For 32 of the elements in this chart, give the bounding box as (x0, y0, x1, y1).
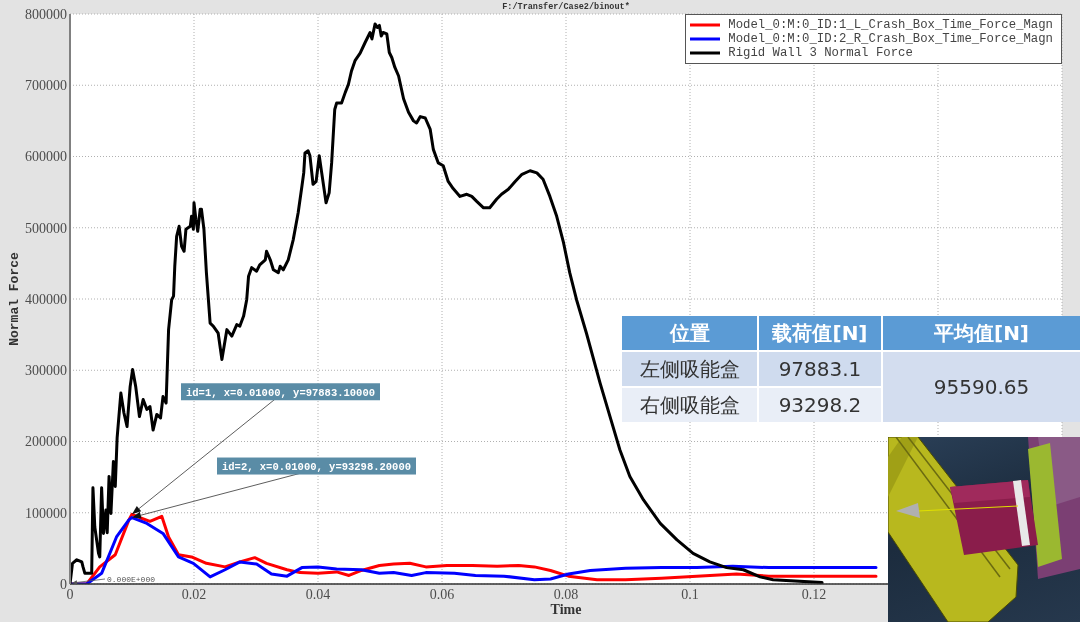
x-tick-label: 0.08 (553, 586, 579, 602)
y-tick-label: 600000 (25, 149, 67, 165)
y-tick-label: 200000 (25, 434, 67, 450)
annotation: 载荷值[N] (759, 316, 881, 350)
y-tick-label: 800000 (25, 6, 67, 22)
chart-title: F:/Transfer/Case2/binout* (501, 2, 631, 12)
annotation: id=1, x=0.01000, y=97883.10000 (185, 386, 376, 399)
annotation: 平均值[N] (883, 316, 1080, 350)
x-tick-label: 0.02 (181, 586, 207, 602)
annotation: 97883.1 (759, 352, 881, 386)
x-axis-title: Time (550, 602, 582, 617)
legend-label: Model_0:M:0_ID:2_R_Crash_Box_Time_Force_Magn (728, 32, 1053, 46)
y-tick-label: 700000 (25, 78, 67, 94)
y-tick-label: 500000 (25, 220, 67, 236)
y-tick-label: 0 (60, 576, 67, 592)
x-tick-label: 0.06 (429, 586, 455, 602)
y-tick-label: 400000 (25, 291, 67, 307)
y-tick-label: 100000 (25, 505, 67, 521)
annotation: 右侧吸能盒 (622, 388, 757, 422)
y-axis-title: Normal Force (6, 252, 22, 346)
annotation: 95590.65 (883, 352, 1080, 422)
annotation: 0.000E+000 (107, 575, 156, 584)
y-tick-label: 300000 (25, 363, 67, 379)
annotation: 左侧吸能盒 (622, 352, 757, 386)
x-tick-label: 0.1 (681, 586, 699, 602)
annotation: 93298.2 (759, 388, 881, 422)
legend-label: Rigid Wall 3 Normal Force (728, 46, 913, 60)
x-tick-label: 0.04 (305, 586, 331, 602)
legend-label: Model_0:M:0_ID:1_L_Crash_Box_Time_Force_Magn (728, 18, 1053, 32)
annotation: id=2, x=0.01000, y=93298.20000 (221, 461, 412, 474)
x-tick-label: 0.12 (801, 586, 827, 602)
annotation: 位置 (622, 316, 757, 350)
